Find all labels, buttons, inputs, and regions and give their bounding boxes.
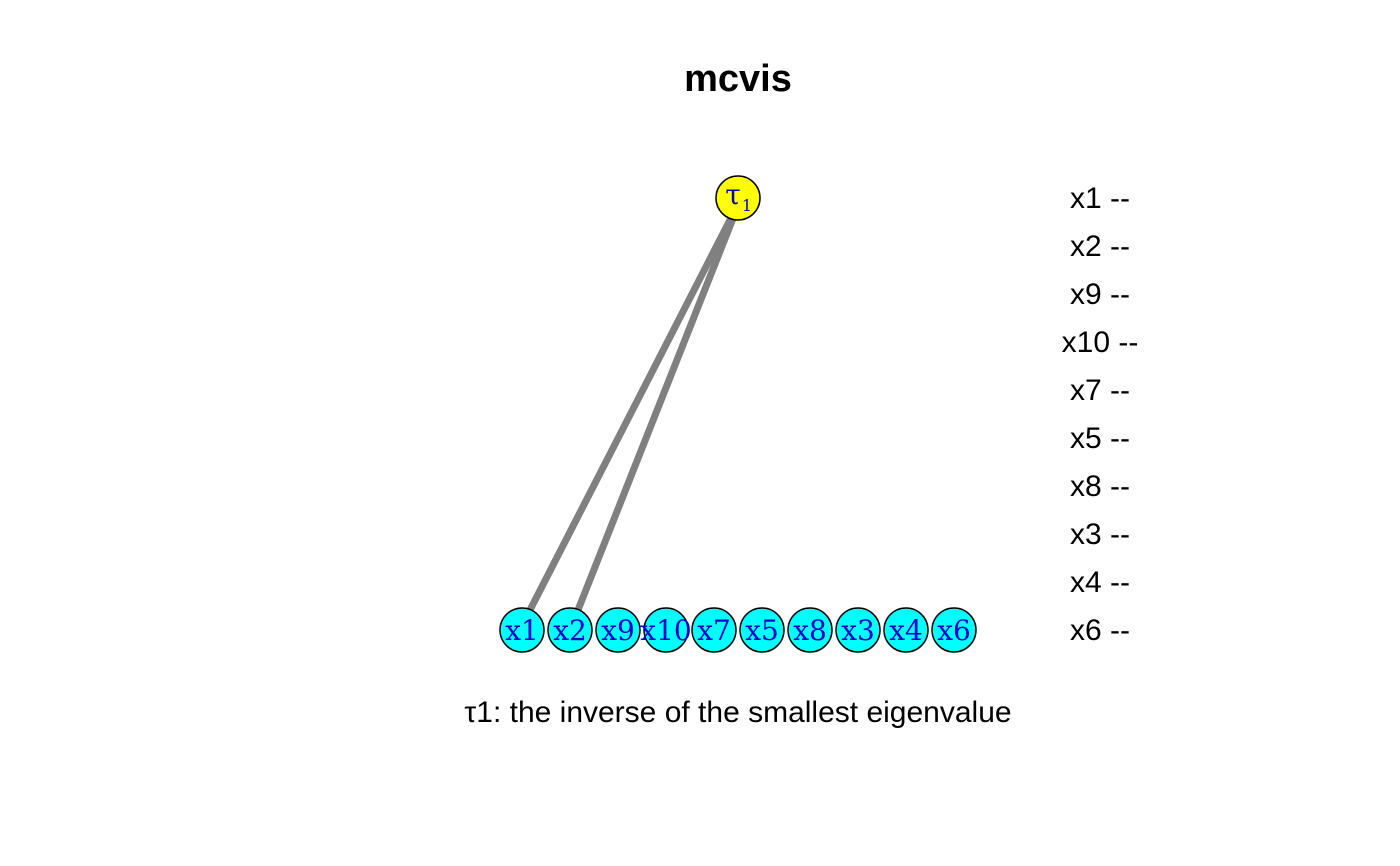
variable-node-circle <box>787 607 833 653</box>
caption: τ1: the inverse of the smallest eigenval… <box>464 696 1012 729</box>
legend-item: x6 -- <box>1070 614 1130 647</box>
edge-tau1-x1 <box>526 214 736 612</box>
variable-node-circle <box>643 607 689 653</box>
variable-node-circle <box>931 607 977 653</box>
variable-node-circle <box>595 607 641 653</box>
variable-node-x1: x1 <box>499 607 545 653</box>
variable-node-x3: x3 <box>835 607 881 653</box>
variable-node-circle <box>835 607 881 653</box>
legend-item: x2 -- <box>1070 230 1130 263</box>
variable-node-label: x1 <box>505 614 539 647</box>
variable-node-label: x6 <box>937 614 971 647</box>
tau-node-label: τ <box>725 178 741 211</box>
variable-node-label: x5 <box>745 614 779 647</box>
variable-node-label: x10 <box>640 614 691 647</box>
variable-node-circle <box>691 607 737 653</box>
legend-item: x8 -- <box>1070 470 1130 503</box>
variable-node-x4: x4 <box>883 607 929 653</box>
legend-item: x9 -- <box>1070 278 1130 311</box>
variable-node-label: x3 <box>841 614 875 647</box>
tau-node-circle <box>715 175 761 221</box>
diagram-title: mcvis <box>684 58 792 100</box>
variable-node-x8: x8 <box>787 607 833 653</box>
variable-node-circle <box>883 607 929 653</box>
variable-node-circle <box>499 607 545 653</box>
legend-item: x1 -- <box>1070 182 1130 215</box>
edge-tau1-x2 <box>574 214 738 612</box>
variable-node-label: x8 <box>793 614 827 647</box>
variable-node-x9: x9 <box>595 607 641 653</box>
legend-item: x5 -- <box>1070 422 1130 455</box>
nodes-layer: x1 x2 x9 x10 x7 x5 x8 x3 x4 x6 <box>499 607 977 653</box>
variable-node-x6: x6 <box>931 607 977 653</box>
variable-node-label: x2 <box>553 614 587 647</box>
variable-node-x10: x10 <box>640 607 692 653</box>
tau-node-subscript: 1 <box>742 196 752 215</box>
edges-layer <box>526 214 738 612</box>
variable-node-label: x9 <box>601 614 635 647</box>
variable-node-x7: x7 <box>691 607 737 653</box>
variable-node-x2: x2 <box>547 607 593 653</box>
legend-item: x4 -- <box>1070 566 1130 599</box>
variable-node-label: x4 <box>889 614 923 647</box>
legend-item: x7 -- <box>1070 374 1130 407</box>
legend-item: x10 -- <box>1061 326 1139 359</box>
legend-item: x3 -- <box>1070 518 1130 551</box>
variable-node-circle <box>547 607 593 653</box>
variable-node-circle <box>739 607 785 653</box>
variable-node-label: x7 <box>697 614 731 647</box>
variable-node-x5: x5 <box>739 607 785 653</box>
tau-node: τ 1 <box>715 175 761 221</box>
